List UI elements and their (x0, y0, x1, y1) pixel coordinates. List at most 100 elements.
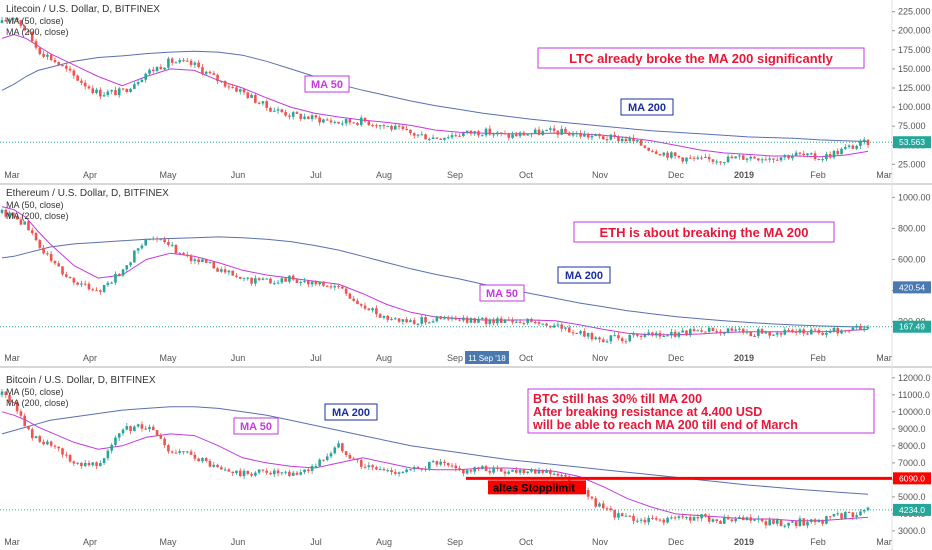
ma50-line (1, 411, 869, 522)
candle (186, 57, 189, 63)
candle (806, 152, 809, 158)
candle (280, 471, 284, 476)
candle (465, 315, 469, 325)
resistance-price-label: 6090.0 (899, 473, 925, 483)
candle (140, 243, 144, 250)
x-tick-label: Sep (447, 353, 463, 363)
candle (125, 423, 129, 431)
candle (299, 280, 303, 286)
candle (8, 392, 11, 405)
y-tick-label: 600.00 (898, 254, 926, 264)
candle (276, 280, 280, 285)
candle (798, 327, 802, 335)
candle (95, 87, 98, 95)
candle (673, 515, 677, 521)
candle (556, 471, 560, 477)
candle (670, 515, 673, 520)
candle (155, 429, 159, 437)
last-price-tag (893, 503, 931, 516)
candle (590, 133, 594, 141)
candle (601, 135, 605, 140)
candle (261, 276, 265, 281)
btc-ma200-label: MA 200 (332, 407, 370, 419)
candle (295, 470, 299, 476)
candle (575, 130, 579, 138)
x-tick-label: Mar (876, 353, 892, 363)
candle (412, 465, 416, 473)
candle (193, 60, 197, 69)
candle (435, 137, 439, 140)
candle (594, 336, 598, 341)
candle (91, 287, 95, 292)
y-tick-label: 200.000 (898, 26, 931, 36)
ltc-ma50-label-box (304, 75, 350, 93)
candle (741, 514, 745, 521)
candle (469, 468, 473, 474)
candle (643, 332, 647, 339)
ma200-line (1, 50, 869, 142)
candle (359, 457, 363, 470)
bitcoin-chart[interactable]: 12000.0 11000.0 10000.0 9000.0 8000.0 7000.0 6… (0, 373, 931, 547)
x-tick-label: Jul (310, 170, 322, 180)
candle (462, 469, 465, 477)
candle (662, 333, 666, 338)
candle (155, 236, 159, 243)
candle (261, 469, 265, 473)
litecoin-chart[interactable]: 225.000 200.000 175.000 150.000 125.000 100.0… (0, 4, 931, 180)
candle (511, 469, 514, 472)
candle (741, 328, 745, 335)
candle (318, 281, 321, 287)
candle (117, 432, 121, 441)
candle (496, 465, 499, 472)
candle (72, 276, 76, 286)
candle (738, 153, 741, 160)
y-tick-label: 12000.0 (898, 373, 931, 383)
last-price-label: 53.563 (899, 137, 925, 147)
candle (613, 131, 616, 139)
candle (197, 59, 200, 69)
eth-ma50-label-box (479, 284, 525, 302)
candle (23, 413, 26, 427)
y-tick-label: 125.000 (898, 83, 931, 93)
candle (462, 315, 465, 323)
candle (99, 460, 102, 467)
candle (159, 238, 163, 241)
candle (367, 119, 371, 127)
candle (428, 137, 431, 141)
candle (431, 319, 435, 323)
candle (68, 276, 72, 279)
ethereum-chart[interactable]: 1000.00800.00600.00400.00200.00MarAprMay… (0, 188, 931, 364)
candle (503, 468, 507, 477)
y-tick-label: 3000.0 (898, 526, 926, 536)
candle (609, 505, 613, 512)
eth-ma50-label: MA 50 (486, 288, 518, 300)
candle (68, 65, 72, 73)
ltc-annotation-box (537, 47, 865, 69)
candle (775, 157, 779, 161)
candle (57, 446, 61, 452)
candle (450, 132, 454, 140)
candle (64, 271, 68, 279)
candle (700, 513, 703, 522)
candle (469, 130, 473, 137)
candle (220, 80, 223, 84)
candle (359, 115, 363, 127)
candle (159, 64, 163, 70)
candle (791, 153, 794, 161)
candle (80, 462, 83, 469)
candle (480, 134, 484, 137)
candle (337, 440, 340, 449)
candle (768, 156, 771, 163)
ltc-annotation-text: LTC already broke the MA 200 significant… (569, 51, 833, 66)
x-tick-label: 2019 (734, 170, 754, 180)
last-price-label: 4234.0 (899, 505, 925, 515)
candle (133, 250, 136, 263)
candle (620, 512, 624, 517)
candle (813, 327, 817, 333)
candle (711, 327, 715, 332)
candle (760, 157, 764, 164)
candle (163, 236, 166, 244)
candle (19, 19, 23, 29)
candle (348, 292, 352, 299)
candle (719, 329, 722, 336)
